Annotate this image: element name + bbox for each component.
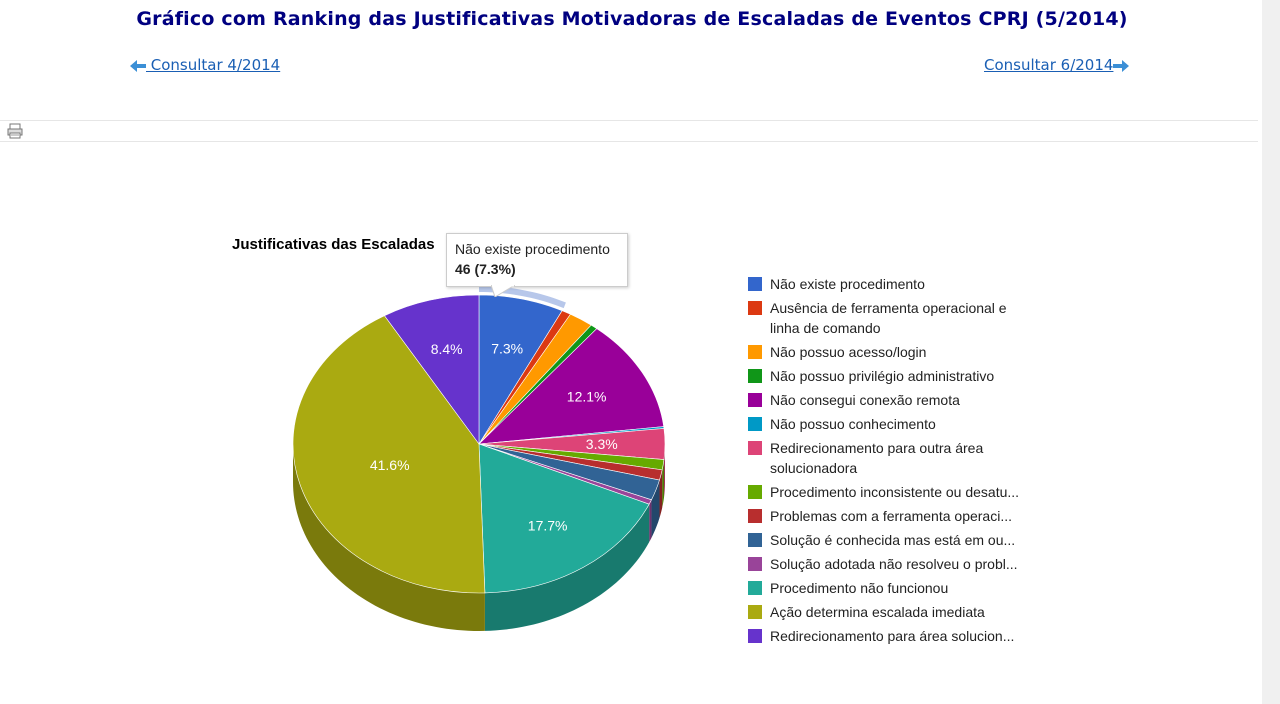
chart-legend: Não existe procedimento Ausência de ferra… [748, 274, 1048, 650]
pie-top-group [292, 294, 666, 594]
legend-label: Problemas com a ferramenta operaci... [770, 508, 1012, 524]
slice-label-12: 41.6% [370, 457, 410, 473]
previous-month-link[interactable]: Consultar 4/2014 [130, 56, 280, 74]
legend-label: Não possuo acesso/login [770, 344, 927, 360]
legend-label: Solução é conhecida mas está em ou... [770, 532, 1016, 548]
pie-slice-13[interactable] [384, 294, 480, 445]
next-month-label[interactable]: Consultar 6/2014 [984, 56, 1114, 74]
pie-slice-11[interactable] [478, 443, 650, 594]
next-month-link[interactable]: Consultar 6/2014 [984, 56, 1130, 74]
pie-slice-12[interactable] [292, 315, 486, 594]
legend-item[interactable]: Problemas com a ferramenta operaci... [748, 506, 1048, 526]
legend-swatch [748, 605, 762, 619]
legend-item[interactable]: Não possuo acesso/login [748, 342, 1048, 362]
divider-top [0, 120, 1258, 121]
legend-label: Não possuo conhecimento [770, 416, 936, 432]
slice-label-4: 12.1% [567, 389, 607, 405]
legend-swatch [748, 393, 762, 407]
legend-label: Ação determina escalada imediata [770, 604, 985, 620]
legend-item[interactable]: Não consegui conexão remota [748, 390, 1048, 410]
previous-month-label[interactable]: Consultar 4/2014 [146, 56, 281, 74]
slice-label-0: 7.3% [491, 340, 523, 356]
page-title: Gráfico com Ranking das Justificativas M… [136, 8, 1128, 30]
legend-item[interactable]: Solução adotada não resolveu o probl... [748, 554, 1048, 574]
chart-title: Justificativas das Escaladas [232, 236, 435, 253]
pie-side-8[interactable] [659, 469, 663, 519]
vertical-scrollbar[interactable] [1262, 0, 1280, 704]
legend-item[interactable]: Não existe procedimento [748, 274, 1048, 294]
legend-swatch [748, 277, 762, 291]
slice-label-6: 3.3% [586, 436, 618, 452]
legend-swatch [748, 533, 762, 547]
pie-side-11[interactable] [484, 504, 650, 631]
legend-swatch [748, 417, 762, 431]
legend-swatch [748, 485, 762, 499]
left-arrow-icon [130, 59, 146, 72]
legend-label: Não consegui conexão remota [770, 392, 960, 408]
legend-label: Ausência de ferramenta operacional e lin… [770, 300, 1007, 336]
printer-icon[interactable] [7, 123, 23, 139]
legend-swatch [748, 301, 762, 315]
legend-label: Redirecionamento para outra área solucio… [770, 440, 984, 476]
slice-label-13: 8.4% [431, 341, 463, 357]
pie-side-7[interactable] [662, 459, 664, 508]
pie-slice-4[interactable] [478, 328, 665, 445]
pie-side-12[interactable] [293, 444, 485, 631]
pie-side-9[interactable] [651, 480, 660, 538]
legend-label: Solução adotada não resolveu o probl... [770, 556, 1018, 572]
legend-item[interactable]: Não possuo conhecimento [748, 414, 1048, 434]
legend-item[interactable]: Redirecionamento para área solucion... [748, 626, 1048, 646]
legend-swatch [748, 369, 762, 383]
pie-side-group [293, 444, 665, 631]
legend-item[interactable]: Procedimento não funcionou [748, 578, 1048, 598]
legend-item[interactable]: Procedimento inconsistente ou desatu... [748, 482, 1048, 502]
legend-item[interactable]: Ausência de ferramenta operacional e lin… [748, 298, 1048, 338]
legend-item[interactable]: Redirecionamento para outra área solucio… [748, 438, 1048, 478]
legend-swatch [748, 509, 762, 523]
legend-label: Não possuo privilégio administrativo [770, 368, 995, 384]
legend-swatch [748, 629, 762, 643]
slice-label-11: 17.7% [528, 518, 568, 534]
legend-swatch [748, 345, 762, 359]
pie-side-10[interactable] [649, 499, 652, 543]
legend-swatch [748, 557, 762, 571]
tooltip-label: Não existe procedimento [455, 241, 610, 257]
legend-item[interactable]: Ação determina escalada imediata [748, 602, 1048, 622]
legend-label: Não existe procedimento [770, 276, 925, 292]
legend-swatch [748, 581, 762, 595]
legend-label: Procedimento inconsistente ou desatu... [770, 484, 1020, 500]
legend-item[interactable]: Solução é conhecida mas está em ou... [748, 530, 1048, 550]
legend-label: Procedimento não funcionou [770, 580, 949, 596]
right-arrow-icon [1113, 59, 1130, 72]
chart-tooltip: Não existe procedimento 46 (7.3%) [446, 233, 628, 297]
legend-label: Redirecionamento para área solucion... [770, 628, 1015, 644]
tooltip-value: 46 (7.3%) [455, 261, 516, 277]
legend-item[interactable]: Não possuo privilégio administrativo [748, 366, 1048, 386]
legend-swatch [748, 441, 762, 455]
divider-bottom [0, 141, 1258, 142]
